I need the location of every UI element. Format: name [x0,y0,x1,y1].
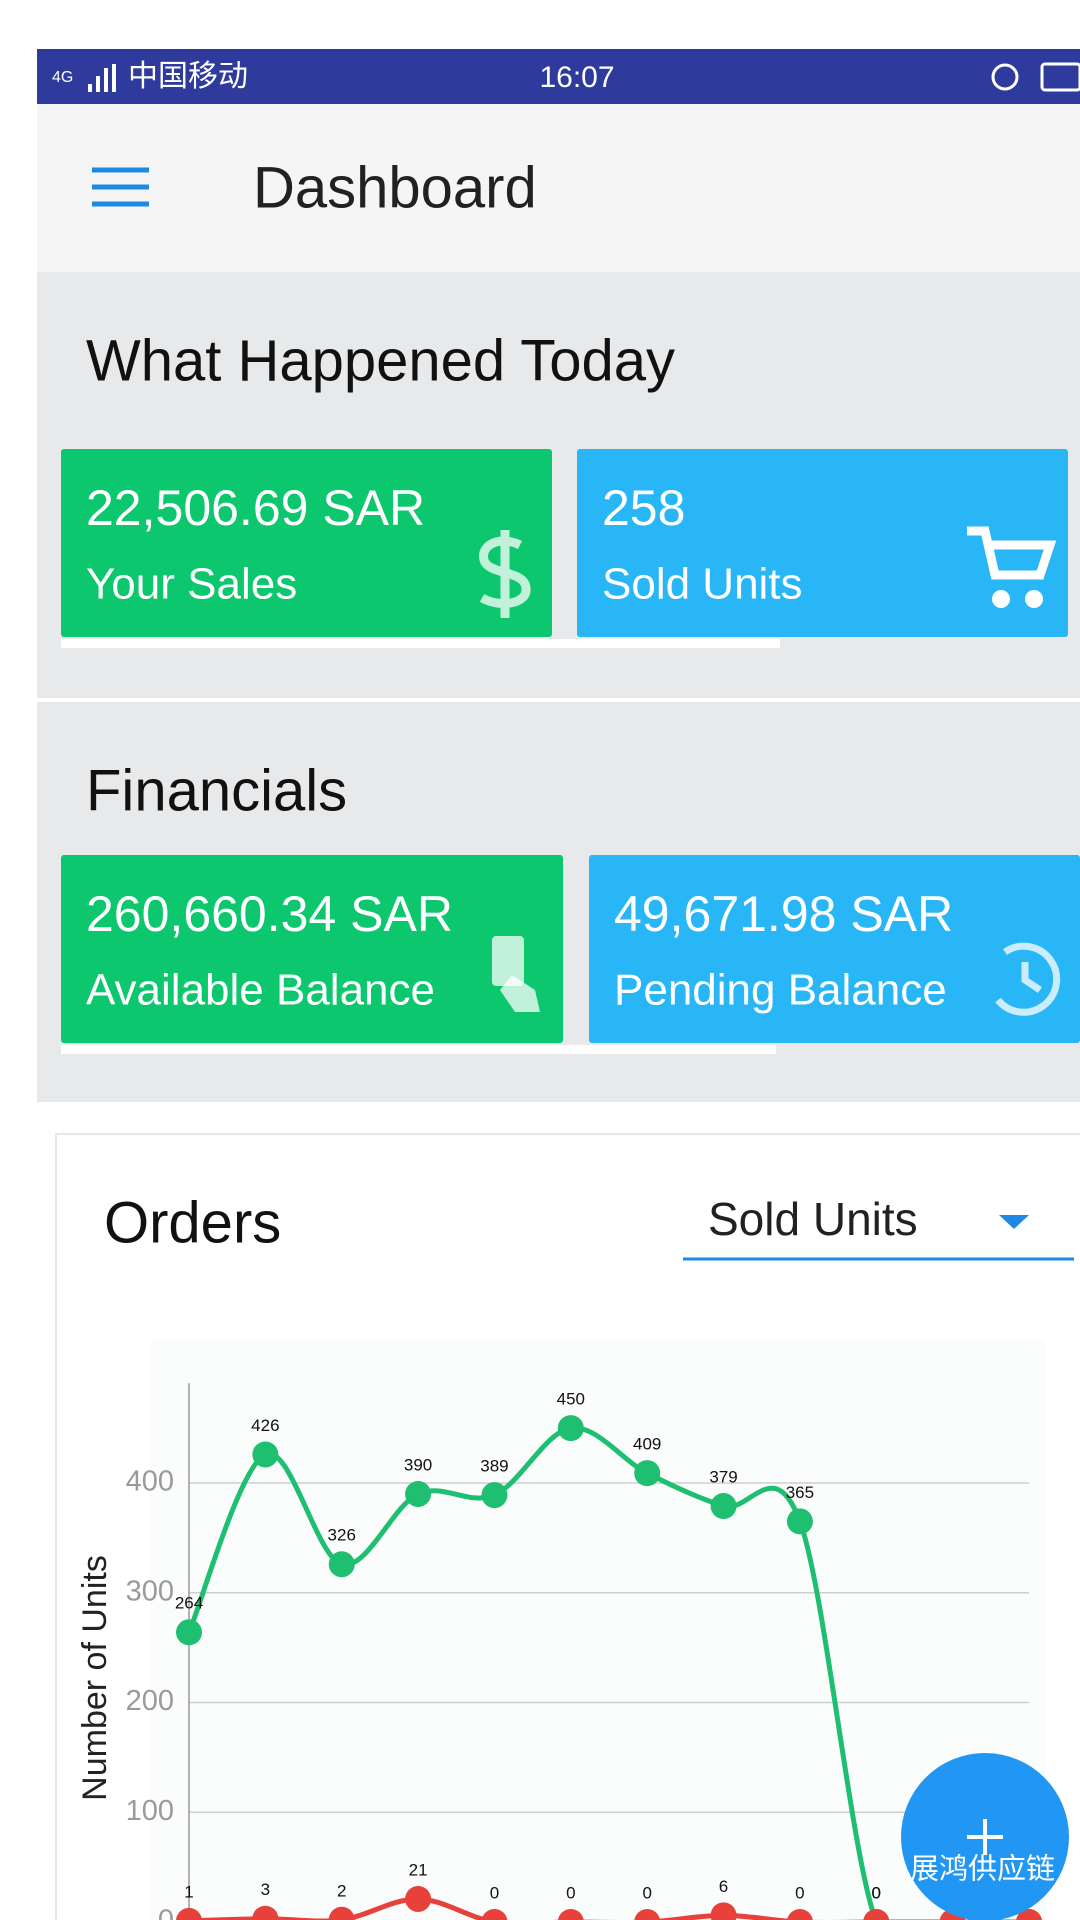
dropdown-value: Sold Units [708,1193,918,1245]
data-label: 3 [261,1880,270,1899]
data-label: 6 [719,1877,728,1896]
data-label: 326 [328,1526,356,1545]
data-point [634,1460,661,1487]
data-label: 0 [566,1883,575,1902]
data-point [863,1909,890,1920]
data-point [405,1885,432,1912]
data-label: 21 [409,1860,428,1879]
clock: 16:07 [539,61,614,94]
card-label: Your Sales [86,560,297,609]
data-label: 389 [480,1457,508,1476]
card-background [61,449,552,637]
status-bar [37,49,1080,104]
data-label: 264 [175,1594,203,1613]
data-label: 379 [709,1468,737,1487]
progress-bar [61,1045,776,1054]
data-label: 365 [786,1483,814,1502]
data-label: 0 [490,1883,499,1902]
card-background [577,449,1068,637]
card-label: Sold Units [602,560,803,609]
stat-card[interactable]: 49,671.98 SAR Pending Balance [589,855,1080,1043]
menu-button[interactable] [92,167,149,207]
series-line [186,1425,1029,1920]
progress-bar [61,639,780,648]
data-point [710,1902,737,1920]
data-point [557,1909,584,1920]
data-point [176,1907,202,1920]
data-label: 2 [337,1881,346,1900]
data-point [252,1905,279,1920]
data-label: 0 [872,1883,881,1902]
network: 4G [52,69,73,86]
card-label: Available Balance [86,966,435,1015]
y-axis-label: Number of Units [76,1555,114,1801]
data-label: 409 [633,1435,661,1454]
dollar-icon [479,530,531,618]
data-label: 0 [872,1883,881,1902]
y-tick-label: 200 [126,1685,174,1717]
data-point [481,1909,508,1920]
card-background [61,855,563,1043]
data-point [252,1441,279,1468]
data-label: 390 [404,1455,432,1474]
stat-card[interactable]: 258 Sold Units [577,449,1068,637]
data-label: 0 [642,1883,651,1902]
data-label: 426 [251,1416,279,1435]
data-label: 450 [557,1390,585,1409]
clock-dollar-icon [995,942,1061,1016]
y-tick-label: 0 [158,1905,174,1920]
section-heading: Financials [86,758,347,823]
y-tick-label: 100 [126,1795,174,1827]
card-background [589,855,1080,1043]
card-value: 260,660.34 SAR [86,886,453,942]
stat-card[interactable]: 260,660.34 SAR Available Balance [61,855,563,1043]
card-value: 22,506.69 SAR [86,480,425,536]
y-tick-label: 300 [126,1575,174,1607]
data-point [557,1415,584,1442]
orders-title: Orders [104,1190,281,1255]
watermark: 展鸿供应链 [910,1853,1055,1886]
data-label: 0 [795,1883,804,1902]
app-bar [37,104,1080,272]
data-point [787,1909,813,1920]
y-tick-label: 400 [126,1466,174,1498]
data-point [786,1508,813,1535]
hand-cash-icon [492,936,540,1012]
data-point [328,1551,355,1578]
card-value: 258 [602,480,685,536]
metric-dropdown[interactable]: Sold Units [683,1193,1074,1261]
data-point [634,1909,661,1920]
data-point [481,1482,508,1509]
add-icon [967,1819,1003,1855]
alarm-icon [991,63,1019,91]
battery-icon [1040,62,1080,92]
data-point [405,1480,432,1507]
signal-icon [88,64,116,92]
dropdown-arrow [999,1215,1029,1229]
card-value: 49,671.98 SAR [614,886,953,942]
carrier: 中国移动 [128,60,248,93]
data-point [176,1619,202,1646]
data-label: 1 [184,1882,193,1901]
card-label: Pending Balance [614,966,947,1015]
section-heading: What Happened Today [86,328,675,393]
data-point [710,1493,737,1520]
app-title: Dashboard [253,155,537,220]
cart-icon [967,526,1057,608]
data-point [328,1906,355,1920]
stat-card[interactable]: 22,506.69 SAR Your Sales [61,449,552,637]
